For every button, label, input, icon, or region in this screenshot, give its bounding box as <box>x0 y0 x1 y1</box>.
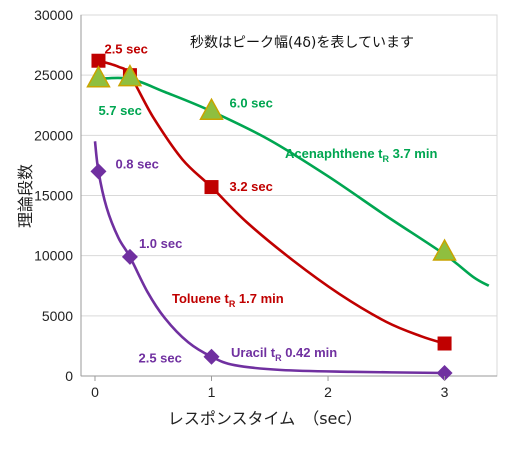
y-tick-label: 30000 <box>34 7 73 23</box>
uracil-point-label: 1.0 sec <box>139 236 182 251</box>
y-tick-label: 25000 <box>34 67 73 83</box>
acenaphthene-point-label: 6.0 sec <box>230 95 273 110</box>
acenaphthene-point <box>86 65 111 88</box>
acenaphthene-line <box>98 76 490 287</box>
chart-note: 秒数はピーク幅(4δ)を表しています <box>190 35 414 51</box>
uracil-point <box>203 348 220 365</box>
acenaphthene-series-name: Acenaphthene tR 3.7 min <box>285 146 437 164</box>
uracil-line <box>93 141 445 375</box>
x-tick-label: 1 <box>208 384 216 400</box>
x-axis-title: レスポンスタイム （sec） <box>168 409 362 428</box>
x-tick-label: 3 <box>441 384 449 400</box>
uracil-point <box>90 163 107 180</box>
toluene-point-label: 2.5 sec <box>104 42 147 57</box>
toluene-point <box>437 336 452 351</box>
toluene-point-label: 3.2 sec <box>230 179 273 194</box>
acenaphthene-point-label: 5.7 sec <box>98 103 141 118</box>
y-tick-label: 5000 <box>42 308 73 324</box>
x-tick-label: 2 <box>324 384 332 400</box>
acenaphthene-point <box>432 238 457 261</box>
y-axis-title: 理論段数 <box>16 164 35 228</box>
point-labels: 2.5 sec 3.2 sec 5.7 sec 6.0 sec 0.8 sec 1.0 s… <box>98 42 272 366</box>
uracil-point-label: 2.5 sec <box>139 351 182 366</box>
acenaphthene-point <box>199 97 224 121</box>
uracil-point <box>121 248 138 265</box>
y-tick-label: 20000 <box>34 127 73 143</box>
series-markers <box>86 53 457 381</box>
y-tick-label: 15000 <box>34 188 73 204</box>
acenaphthene-point <box>117 64 143 87</box>
uracil-point-label: 0.8 sec <box>115 156 158 171</box>
y-tick-label: 10000 <box>34 248 73 264</box>
series-names: Toluene tR 1.7 min Acenaphthene tR 3.7 mi… <box>172 146 437 363</box>
toluene-series-name: Toluene tR 1.7 min <box>172 291 284 309</box>
x-tick-label: 0 <box>91 384 99 400</box>
uracil-point <box>436 364 453 381</box>
uracil-series-name: Uracil tR 0.42 min <box>231 345 337 363</box>
toluene-point <box>91 53 106 68</box>
axis-ticks: 0 5000 10000 15000 20000 25000 30000 0 1 2 3 <box>34 7 449 400</box>
toluene-point <box>204 180 219 195</box>
y-tick-label: 0 <box>65 368 73 384</box>
grid-lines <box>81 14 497 317</box>
